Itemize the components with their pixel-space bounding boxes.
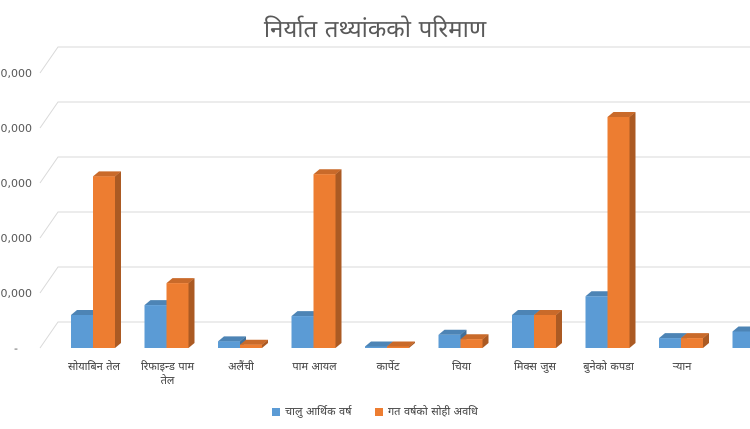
x-tick-label: अलैंची xyxy=(228,360,254,373)
bar xyxy=(387,341,415,348)
bar xyxy=(732,326,750,348)
bar-front xyxy=(460,339,483,348)
bar-front xyxy=(534,315,556,348)
gridline xyxy=(39,156,750,184)
bar-top xyxy=(71,310,99,315)
bar-front xyxy=(240,344,262,348)
x-tick-label: बुनेको कपडा xyxy=(583,360,634,373)
bar-top xyxy=(534,310,562,315)
bars xyxy=(71,112,750,348)
gridline xyxy=(39,211,750,239)
bar-front xyxy=(387,346,409,348)
bar-top xyxy=(313,169,342,175)
y-tick-label: 0,000 xyxy=(1,67,33,80)
bar-top xyxy=(166,278,195,284)
bar-front xyxy=(681,338,703,348)
y-tick-label: 0,000 xyxy=(1,232,33,245)
y-axis-ticks: - 0,000 0,000 0,000 0,000 0,000 xyxy=(1,67,33,355)
bar-side xyxy=(115,171,121,348)
bar-side xyxy=(629,112,636,348)
x-tick-label: रिफाइन्ड पाम तेल xyxy=(141,360,194,387)
x-tick-label: मिक्स जुस xyxy=(514,360,556,373)
y-tick-label: 0,000 xyxy=(1,122,33,135)
bar-top xyxy=(659,333,687,339)
bar-side xyxy=(335,169,342,348)
bar-front xyxy=(313,174,336,348)
bar-top xyxy=(144,300,173,306)
bar-front xyxy=(291,316,314,348)
bar-side xyxy=(556,310,562,348)
bar-top xyxy=(607,112,636,117)
bar-front xyxy=(585,296,608,348)
bar-side xyxy=(703,333,709,348)
chart-title: निर्यात तथ्यांकको परिमाण xyxy=(263,15,487,43)
legend-item-previous-year: गत वर्षको सोही अवधि xyxy=(374,404,478,419)
gridlines xyxy=(39,46,750,349)
bar-side xyxy=(482,334,489,348)
bar-top xyxy=(291,311,320,317)
x-tick-label: चिया xyxy=(452,360,471,373)
bar xyxy=(607,112,636,348)
category-labels: सोयाबिन तेल रिफाइन्ड पाम तेल अलैंची पाम आयल क… xyxy=(68,360,693,387)
bar-side xyxy=(262,339,268,348)
bar-top xyxy=(585,291,614,297)
bar-side xyxy=(188,278,195,348)
bar-top xyxy=(240,339,268,345)
bar-front xyxy=(218,341,240,348)
y-tick-label: 0,000 xyxy=(1,287,33,300)
bar xyxy=(534,310,562,348)
bar-top xyxy=(512,310,540,315)
gridline xyxy=(39,266,750,294)
bar-top xyxy=(93,171,121,177)
bar-front xyxy=(71,315,93,348)
legend-swatch-current-year xyxy=(272,407,281,416)
x-tick-label: पाम आयल xyxy=(292,360,337,373)
gridline xyxy=(39,101,750,129)
bar-top xyxy=(218,336,246,342)
bar xyxy=(681,333,709,348)
bar xyxy=(460,334,489,348)
bar-front xyxy=(93,176,115,348)
legend-item-current-year: चालु आर्थिक वर्ष xyxy=(272,404,351,419)
bar xyxy=(93,171,121,348)
x-tick-label: सोयाबिन तेल xyxy=(68,360,121,373)
bar xyxy=(240,339,268,348)
bar-top xyxy=(460,334,489,340)
x-tick-label: कार्पेट xyxy=(376,360,400,373)
bar-side xyxy=(409,341,415,348)
legend: चालु आर्थिक वर्ष गत वर्षको सोही अवधि xyxy=(0,404,750,419)
bar-front xyxy=(512,315,534,348)
y-tick-label: 0,000 xyxy=(1,177,33,190)
bar-top xyxy=(365,341,393,347)
bar-front xyxy=(732,331,750,348)
bar xyxy=(166,278,195,348)
bar-front xyxy=(607,117,630,348)
gridline xyxy=(39,46,750,74)
bar xyxy=(313,169,342,348)
legend-swatch-previous-year xyxy=(374,407,383,416)
legend-label-previous-year: गत वर्षको सोही अवधि xyxy=(387,405,478,418)
bar-front xyxy=(365,346,387,348)
bar-top xyxy=(387,341,415,347)
bar-top xyxy=(732,326,750,332)
bar-top xyxy=(438,329,467,335)
bar-top xyxy=(681,333,709,339)
bar-front xyxy=(166,283,189,348)
y-tick-label: - xyxy=(14,342,18,355)
legend-label-current-year: चालु आर्थिक वर्ष xyxy=(285,405,352,418)
bar-front xyxy=(659,338,681,348)
bar-front xyxy=(438,334,461,348)
x-tick-label: र्‍यान xyxy=(673,360,693,373)
bar-front xyxy=(144,305,167,348)
